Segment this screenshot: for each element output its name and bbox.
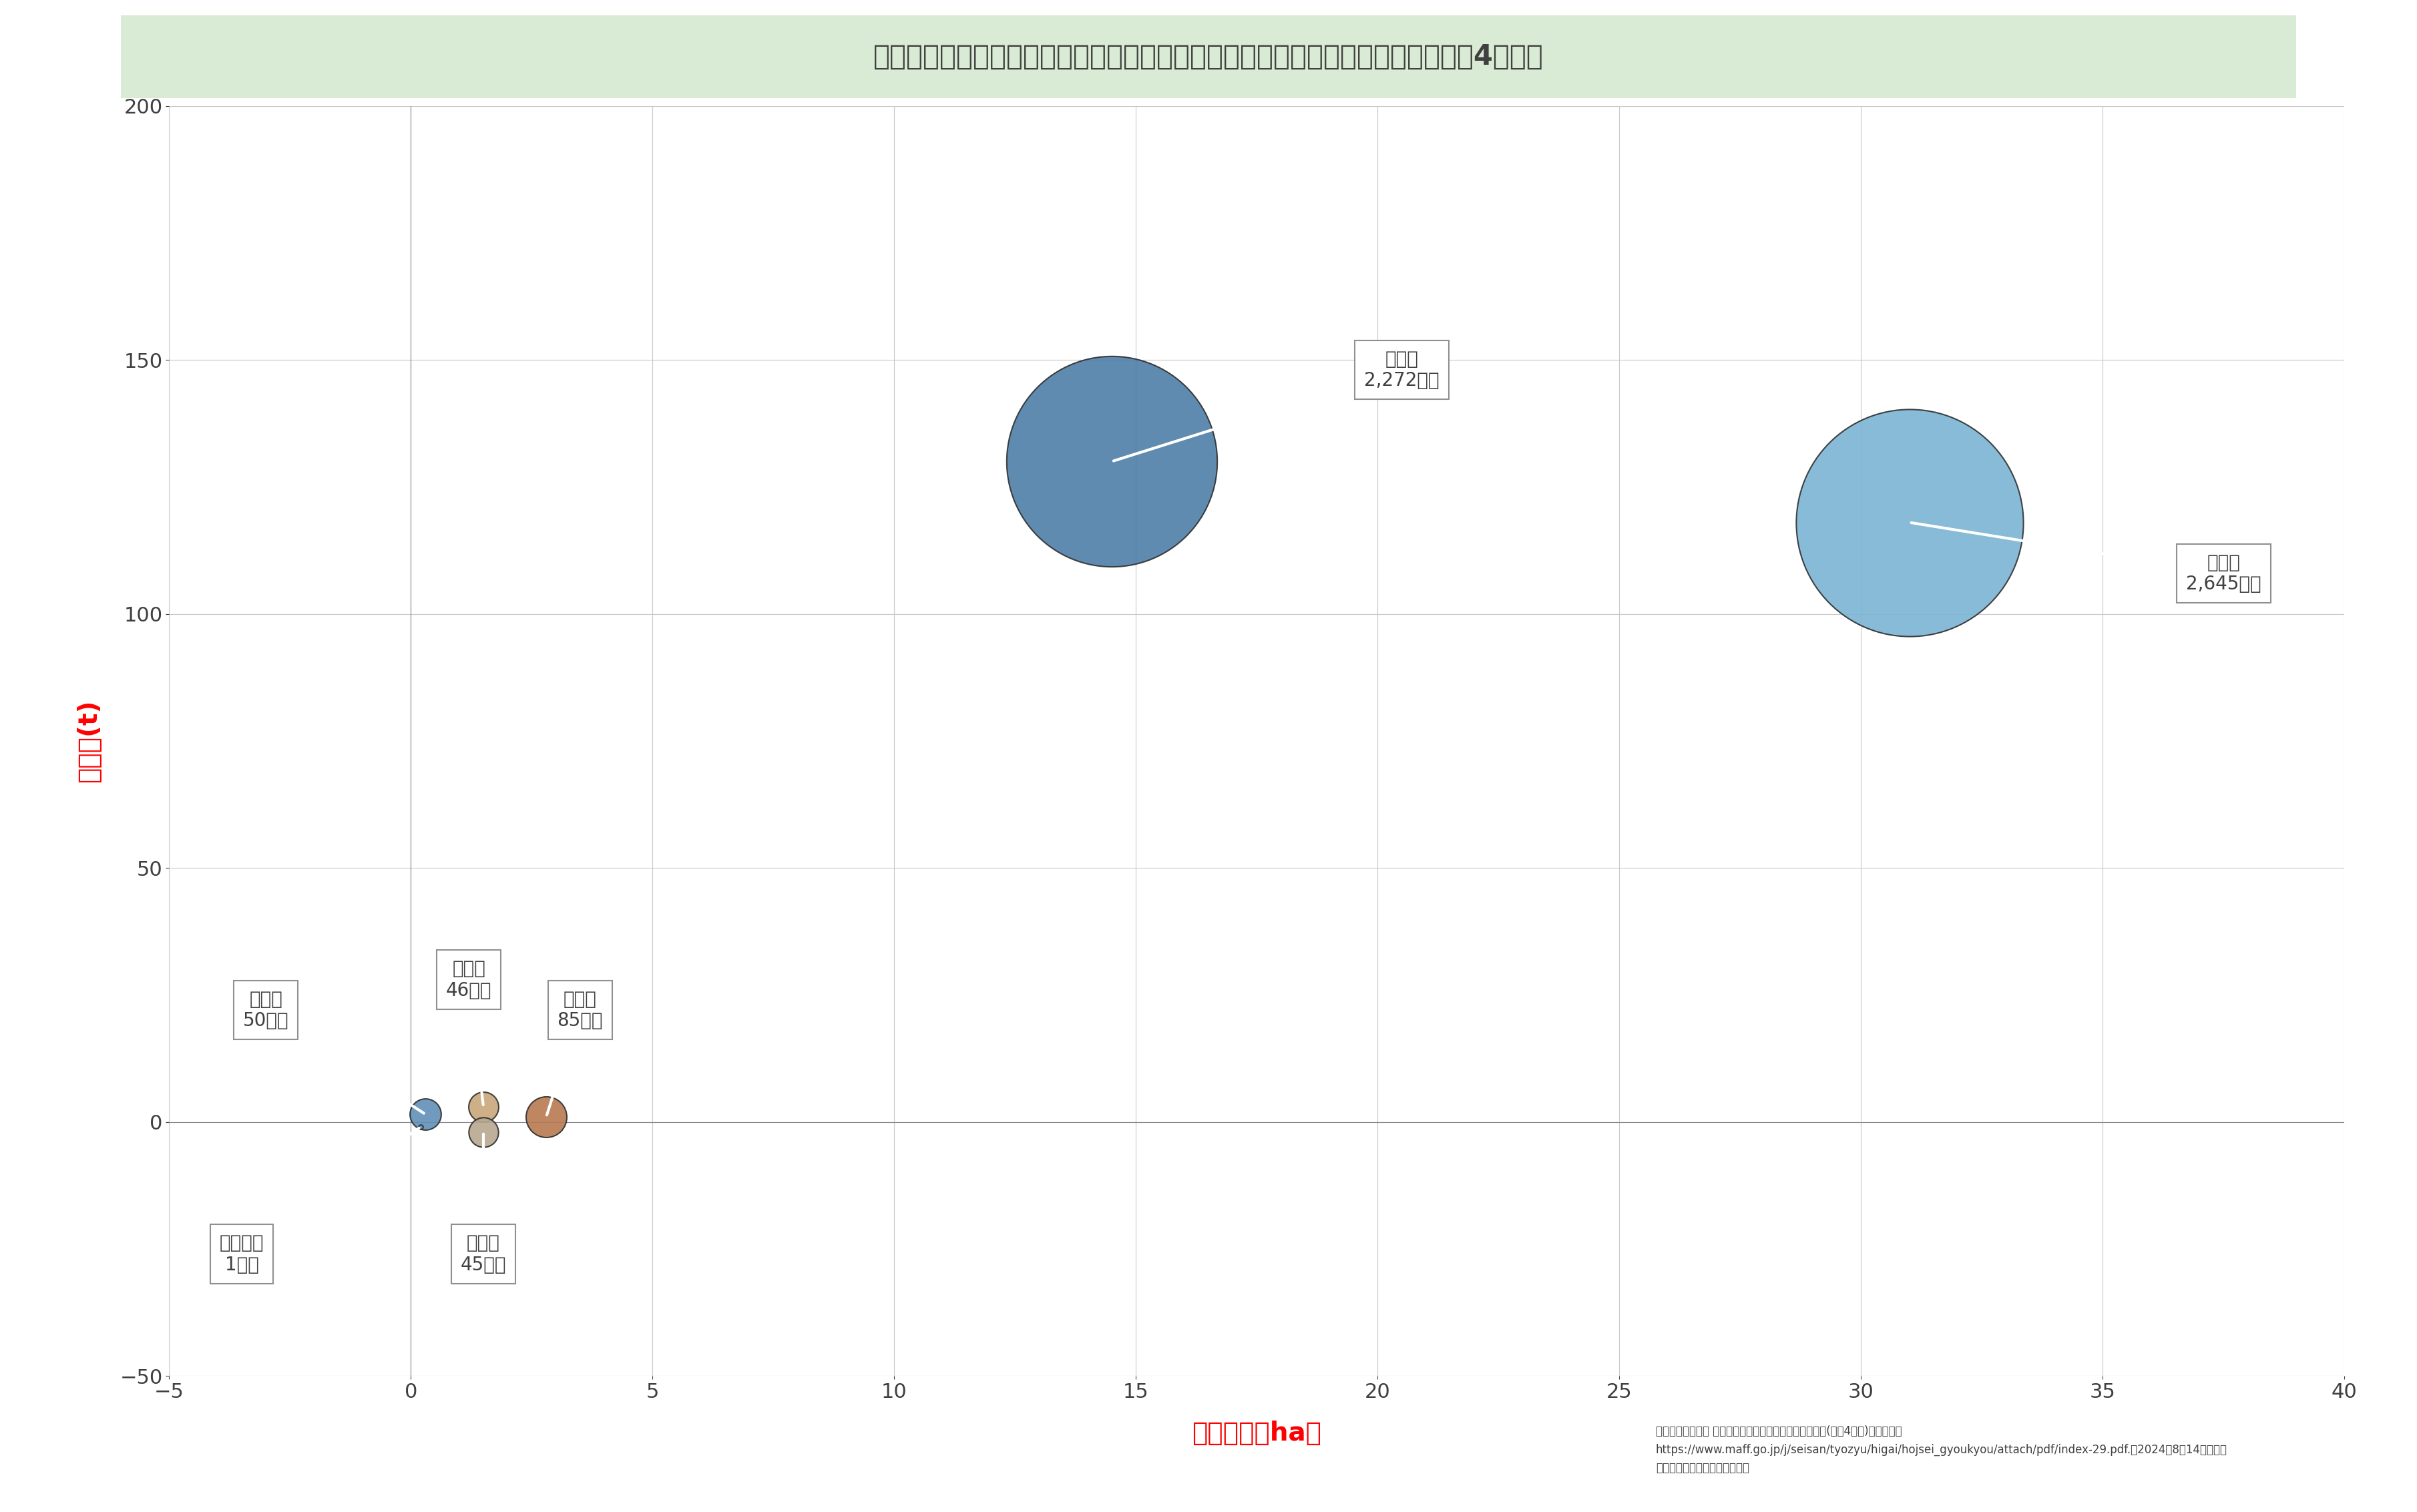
Point: [527, 1105, 566, 1129]
Point: [464, 1095, 503, 1119]
Text: 果　樹
50万円: 果 樹 50万円: [244, 990, 423, 1113]
Text: ムギ類
46万円: ムギ類 46万円: [447, 960, 491, 1105]
Text: 野　菜
2,272万円: 野 菜 2,272万円: [1114, 349, 1441, 461]
Y-axis label: 被害量(t): 被害量(t): [75, 700, 102, 782]
Point: [401, 1114, 440, 1139]
Point: [1092, 449, 1131, 473]
X-axis label: 被害面積（ha）: 被害面積（ha）: [1192, 1420, 1322, 1445]
Point: [464, 1120, 503, 1145]
Point: [1890, 511, 1929, 535]
Text: いも類
85万円: いも類 85万円: [546, 990, 602, 1114]
Text: ヌートリアによる農作物被害：農作物ごとの被害面積・被害量・被害金額（令和4年度）: ヌートリアによる農作物被害：農作物ごとの被害面積・被害量・被害金額（令和4年度）: [873, 42, 1544, 71]
Text: マメ類
45万円: マメ類 45万円: [462, 1134, 505, 1275]
Text: イ　ネ
2,645万円: イ ネ 2,645万円: [1912, 523, 2262, 593]
Text: 飼料作物
1万円: 飼料作物 1万円: [220, 1128, 418, 1275]
Text: 出典：農林水産省 参考１野生鳥獣による農作物被害状況(令和4年度)を基に作成
https://www.maff.go.jp/j/seisan/tyozyu/hi: 出典：農林水産省 参考１野生鳥獣による農作物被害状況(令和4年度)を基に作成 h…: [1656, 1424, 2226, 1474]
Point: [406, 1102, 445, 1126]
